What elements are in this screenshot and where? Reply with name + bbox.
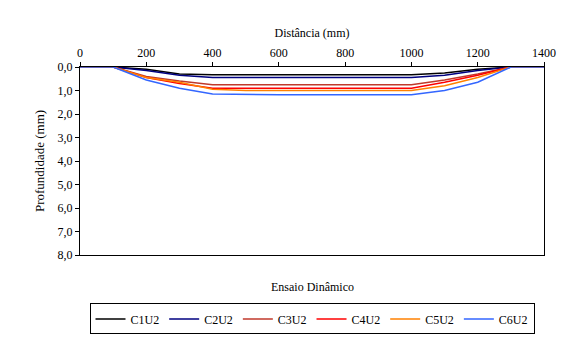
svg-text:8,0: 8,0 (58, 248, 73, 262)
svg-text:200: 200 (137, 46, 155, 60)
svg-text:600: 600 (270, 46, 288, 60)
svg-text:1,0: 1,0 (58, 84, 73, 98)
svg-text:C5U2: C5U2 (425, 313, 454, 327)
svg-text:1200: 1200 (466, 46, 490, 60)
svg-text:Profundidade (mm): Profundidade (mm) (32, 110, 47, 212)
svg-text:4,0: 4,0 (58, 154, 73, 168)
svg-text:Distância (mm): Distância (mm) (275, 26, 350, 40)
svg-text:C2U2: C2U2 (204, 313, 233, 327)
svg-text:Ensaio Dinâmico: Ensaio Dinâmico (271, 280, 354, 294)
svg-text:C6U2: C6U2 (499, 313, 528, 327)
svg-text:0: 0 (77, 46, 83, 60)
svg-text:2,0: 2,0 (58, 107, 73, 121)
svg-text:1400: 1400 (532, 46, 556, 60)
svg-text:3,0: 3,0 (58, 131, 73, 145)
svg-text:800: 800 (336, 46, 354, 60)
svg-text:7,0: 7,0 (58, 225, 73, 239)
svg-text:C4U2: C4U2 (352, 313, 381, 327)
svg-text:5,0: 5,0 (58, 178, 73, 192)
svg-text:C1U2: C1U2 (131, 313, 160, 327)
svg-text:C3U2: C3U2 (278, 313, 307, 327)
svg-text:400: 400 (204, 46, 222, 60)
svg-text:1000: 1000 (399, 46, 423, 60)
svg-text:6,0: 6,0 (58, 201, 73, 215)
svg-text:0,0: 0,0 (58, 60, 73, 74)
